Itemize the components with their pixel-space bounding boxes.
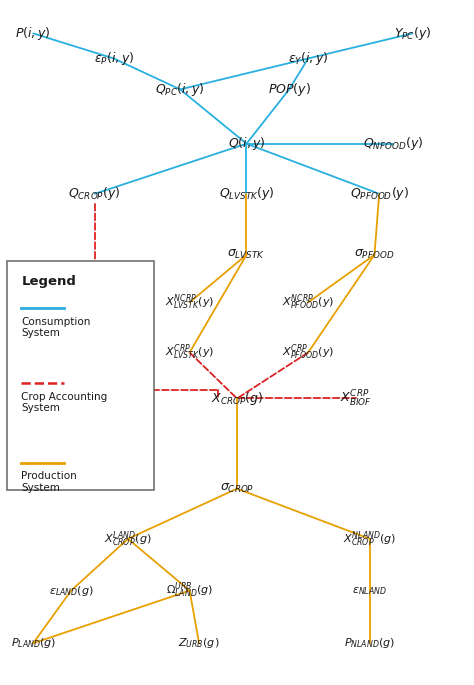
Text: $Q_{NFOOD}(y)$: $Q_{NFOOD}(y)$ (363, 135, 424, 152)
Text: Production
System: Production System (21, 471, 77, 493)
Text: $P(i,y)$: $P(i,y)$ (16, 25, 51, 42)
Text: $\sigma_{PFOOD}$: $\sigma_{PFOOD}$ (354, 248, 395, 262)
Text: $Q_{CROP}(y)$: $Q_{CROP}(y)$ (68, 186, 121, 202)
Text: $X^{CRP}_{LVSTK}(y)$: $X^{CRP}_{LVSTK}(y)$ (165, 342, 214, 362)
Text: $\sigma_{CROP}$: $\sigma_{CROP}$ (220, 482, 254, 495)
Text: $P_{LAND}(g)$: $P_{LAND}(g)$ (10, 636, 56, 650)
Text: Crop Accounting
System: Crop Accounting System (21, 392, 108, 413)
Text: $\varepsilon_{LAND}(g)$: $\varepsilon_{LAND}(g)$ (49, 584, 93, 597)
Text: $Z_{URB}(g)$: $Z_{URB}(g)$ (178, 636, 220, 650)
Text: $\varepsilon_Y(i,y)$: $\varepsilon_Y(i,y)$ (288, 50, 328, 67)
Text: $Q_{PC}(i,y)$: $Q_{PC}(i,y)$ (155, 81, 205, 98)
Text: $X^{CRP}_{PFOOD}(y)$: $X^{CRP}_{PFOOD}(y)$ (282, 342, 334, 362)
Text: $Q_{PFOOD}(y)$: $Q_{PFOOD}(y)$ (350, 186, 409, 202)
FancyBboxPatch shape (7, 260, 154, 490)
Text: $X^{LAND}_{CROP}(g)$: $X^{LAND}_{CROP}(g)$ (104, 529, 152, 549)
Text: $\Omega^{URB}_{LAND}(g)$: $\Omega^{URB}_{LAND}(g)$ (166, 581, 213, 601)
Text: $X^{CRP}_{BIOF}$: $X^{CRP}_{BIOF}$ (340, 388, 371, 408)
Text: $\varepsilon_{NLAND}$: $\varepsilon_{NLAND}$ (352, 585, 387, 597)
Text: $\sigma_{LVSTK}$: $\sigma_{LVSTK}$ (228, 248, 265, 262)
Text: $POP(y)$: $POP(y)$ (268, 81, 310, 98)
Text: $Y_{PC}(y)$: $Y_{PC}(y)$ (393, 25, 431, 42)
Text: $\varepsilon_P(i,y)$: $\varepsilon_P(i,y)$ (93, 50, 134, 67)
Text: $P_{NLAND}(g)$: $P_{NLAND}(g)$ (344, 636, 395, 650)
Text: $X_{CROP}(g)$: $X_{CROP}(g)$ (211, 390, 263, 407)
Text: $X^{NLAND}_{CROP}(g)$: $X^{NLAND}_{CROP}(g)$ (343, 529, 396, 549)
Text: Consumption
System: Consumption System (21, 316, 91, 338)
Text: $X^{NCRP}_{PFOOD}(y)$: $X^{NCRP}_{PFOOD}(y)$ (282, 292, 334, 312)
Text: $Q_{LVSTK}(y)$: $Q_{LVSTK}(y)$ (219, 186, 274, 202)
Text: $Q(i,y)$: $Q(i,y)$ (228, 135, 265, 152)
Text: Legend: Legend (21, 275, 76, 288)
Text: $X^{NCRP}_{LVSTK}(y)$: $X^{NCRP}_{LVSTK}(y)$ (165, 292, 214, 312)
